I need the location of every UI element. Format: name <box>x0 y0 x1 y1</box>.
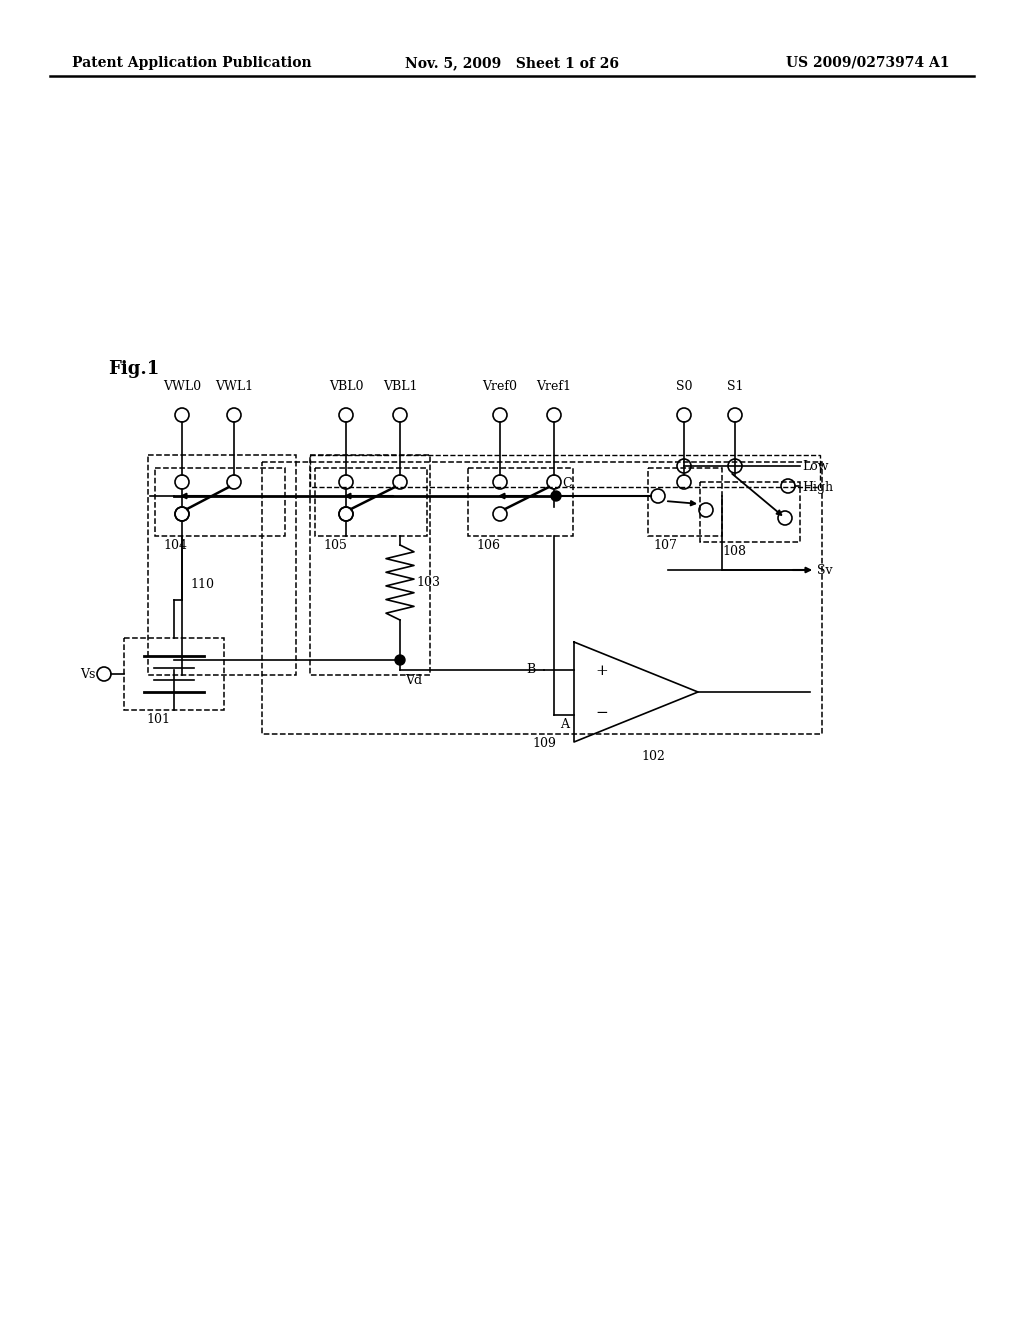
Text: 102: 102 <box>641 750 665 763</box>
Text: 104: 104 <box>163 539 187 552</box>
Text: Nov. 5, 2009   Sheet 1 of 26: Nov. 5, 2009 Sheet 1 of 26 <box>406 55 618 70</box>
Text: S0: S0 <box>676 380 692 393</box>
Text: C: C <box>562 477 571 490</box>
Text: 101: 101 <box>146 713 170 726</box>
Text: Vd: Vd <box>406 675 422 686</box>
Text: −: − <box>596 706 608 719</box>
Text: 110: 110 <box>190 578 214 591</box>
Text: Sv: Sv <box>817 564 833 577</box>
Text: 103: 103 <box>416 576 440 589</box>
Text: VWL1: VWL1 <box>215 380 253 393</box>
Text: Vs: Vs <box>80 668 95 681</box>
Circle shape <box>395 655 406 665</box>
Text: 106: 106 <box>476 539 500 552</box>
Text: VWL0: VWL0 <box>163 380 201 393</box>
Text: High: High <box>802 482 834 495</box>
Text: Vref1: Vref1 <box>537 380 571 393</box>
Bar <box>155 469 285 536</box>
Bar <box>468 469 573 536</box>
Text: +: + <box>596 664 608 678</box>
Text: 107: 107 <box>653 539 677 552</box>
Text: US 2009/0273974 A1: US 2009/0273974 A1 <box>786 55 950 70</box>
Bar <box>315 469 427 536</box>
Bar <box>310 455 430 675</box>
Bar <box>648 469 722 536</box>
Text: A: A <box>560 718 569 730</box>
Text: Low: Low <box>802 459 828 473</box>
Text: 109: 109 <box>532 737 556 750</box>
Bar <box>262 462 822 734</box>
Text: Patent Application Publication: Patent Application Publication <box>72 55 311 70</box>
Text: 108: 108 <box>722 545 746 558</box>
Text: Fig.1: Fig.1 <box>108 360 160 378</box>
Bar <box>124 638 224 710</box>
Text: S1: S1 <box>727 380 743 393</box>
Text: VBL1: VBL1 <box>383 380 417 393</box>
Text: 105: 105 <box>323 539 347 552</box>
Bar <box>700 482 800 543</box>
Bar <box>148 455 296 675</box>
Text: B: B <box>526 663 536 676</box>
Circle shape <box>551 491 561 502</box>
Text: VBL0: VBL0 <box>329 380 364 393</box>
Bar <box>310 455 820 487</box>
Text: Vref0: Vref0 <box>482 380 517 393</box>
